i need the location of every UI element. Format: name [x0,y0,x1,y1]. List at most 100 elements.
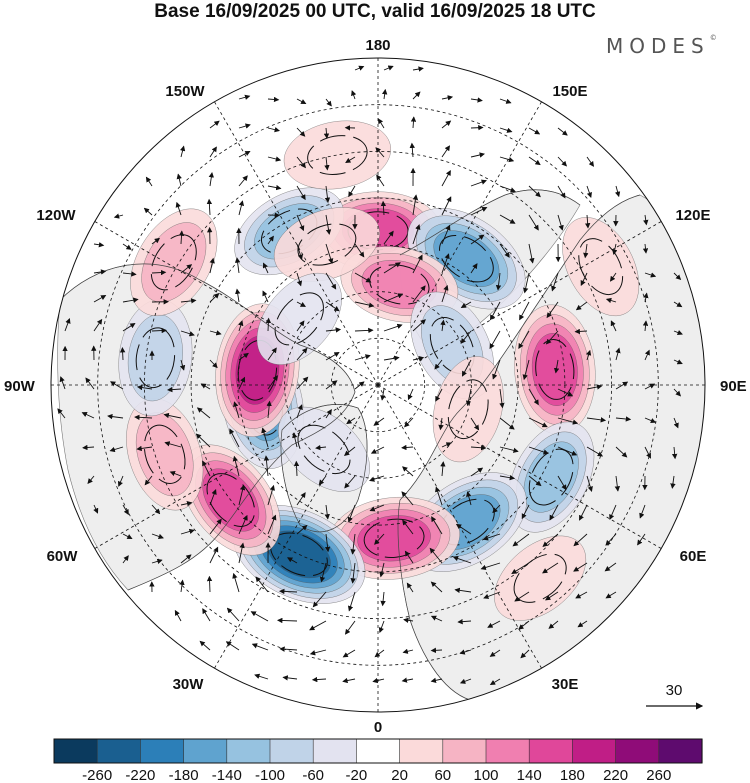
wind-vector-arrow [267,375,278,390]
wind-vector-arrow [113,213,124,219]
wind-vector-arrow [412,91,421,100]
wind-vector-arrow [311,676,327,683]
wind-vector-arrow [351,90,357,100]
lon-label-150w: 150W [165,83,205,100]
circulation-streamline [535,339,575,400]
wind-vector-arrow [470,124,484,131]
wind-vector-arrow [380,591,386,607]
anomaly-cell [328,496,460,580]
wind-vector-arrow [528,446,549,455]
wind-vector-arrow [85,377,95,390]
wind-vector-arrow [344,620,356,635]
wind-vector-arrow [401,444,414,451]
wind-vector-arrow [490,301,501,321]
wind-vector-arrow [312,591,327,608]
wind-vector-arrow [296,404,303,419]
wind-vector-arrow [374,649,385,658]
circulation-streamline [143,424,186,484]
wind-vector-arrow [586,185,592,198]
positive-anomaly-contour [283,120,391,190]
wind-vector-arrow [350,533,356,555]
wind-vector-arrow [324,504,330,520]
map-title: Base 16/09/2025 00 UTC, valid 16/09/2025… [154,1,596,22]
wind-vector-arrow [470,417,480,431]
wind-vector-arrow [487,620,501,628]
wind-vector-arrow [492,359,501,380]
colorbar-swatch [226,738,271,764]
wind-vector-arrow [499,417,515,430]
wind-vector-arrow [670,475,676,489]
wind-vector-arrow [296,524,308,535]
wind-vector-arrow [489,649,501,657]
wind-vector-arrow [345,156,356,163]
wind-vector-arrow [122,243,132,250]
wind-vector-arrow [404,550,414,564]
wind-vector-arrow [430,615,443,622]
wind-vector-arrow [122,271,137,277]
colorbar-swatch [312,738,358,764]
wind-vector-arrow [93,269,107,275]
wind-vector-arrow [615,446,628,458]
wind-vector-arrow [431,516,443,535]
wind-vector-arrow [435,486,443,506]
wind-vector-arrow [179,145,186,158]
wind-vector-arrow [373,417,385,426]
wind-vector-arrow [122,297,139,303]
wind-vector-arrow [209,546,219,564]
wind-vector-arrow [208,172,214,187]
wind-vector-arrow [167,386,182,393]
wind-vector-arrow [238,200,245,216]
wind-vector-arrow [470,263,478,274]
wind-vector-arrow [642,243,649,254]
wind-vector-arrow [93,295,107,303]
wind-vector-arrow [261,427,269,448]
wind-vector-arrow [489,330,501,350]
map-border [50,57,706,713]
colorbar-swatch [658,738,703,764]
wind-vector-arrow [296,272,303,287]
wind-vector-arrow [383,65,394,71]
wind-vector-arrow [342,649,356,658]
wind-vector-arrow [644,417,657,424]
meridian-line [209,93,379,386]
colorbar-swatch [615,738,660,764]
wind-vector-arrow [528,185,541,198]
wind-vector-arrow [521,504,530,520]
wind-vector-arrow [609,504,617,521]
wind-vector-arrow [615,347,621,361]
wind-vector-arrow [584,214,591,229]
wind-vector-arrow [254,673,269,680]
wind-vector-arrow [344,475,356,489]
wind-vector-arrow [180,264,193,274]
wind-vector-arrow [461,359,472,377]
wind-vector-arrow [238,123,251,129]
wind-vector-arrow [465,388,472,407]
wind-vector-arrow [470,234,485,245]
coastline-eurasia [399,194,641,501]
wind-vector-arrow [528,156,541,166]
coastline-greenland [280,404,368,533]
wind-vector-arrow [470,445,487,451]
wind-vector-arrow [430,581,443,593]
wind-vector-arrow [296,214,305,232]
wind-vector-arrow [574,328,588,335]
wind-vector-arrow [250,611,269,622]
wind-vector-arrow [546,301,559,319]
wind-vector-arrow [412,319,426,332]
wind-vector-arrow [180,554,192,564]
lon-label-120e: 120E [675,207,710,224]
wind-vector-arrow [370,446,385,454]
positive-anomaly-contour [357,515,431,562]
wind-vector-arrow [206,575,213,593]
wind-vector-arrow [238,175,248,187]
lon-label-60e: 60E [680,548,707,565]
wind-vector-arrow [499,214,516,224]
wind-vector-arrow [293,460,300,477]
wind-vector-arrow [452,555,472,564]
lon-label-30w: 30W [173,676,205,693]
colorbar-swatch [96,738,141,764]
wind-vector-arrow [499,156,515,163]
wind-vector-arrow [586,384,603,390]
lon-label-180: 180 [365,37,390,54]
